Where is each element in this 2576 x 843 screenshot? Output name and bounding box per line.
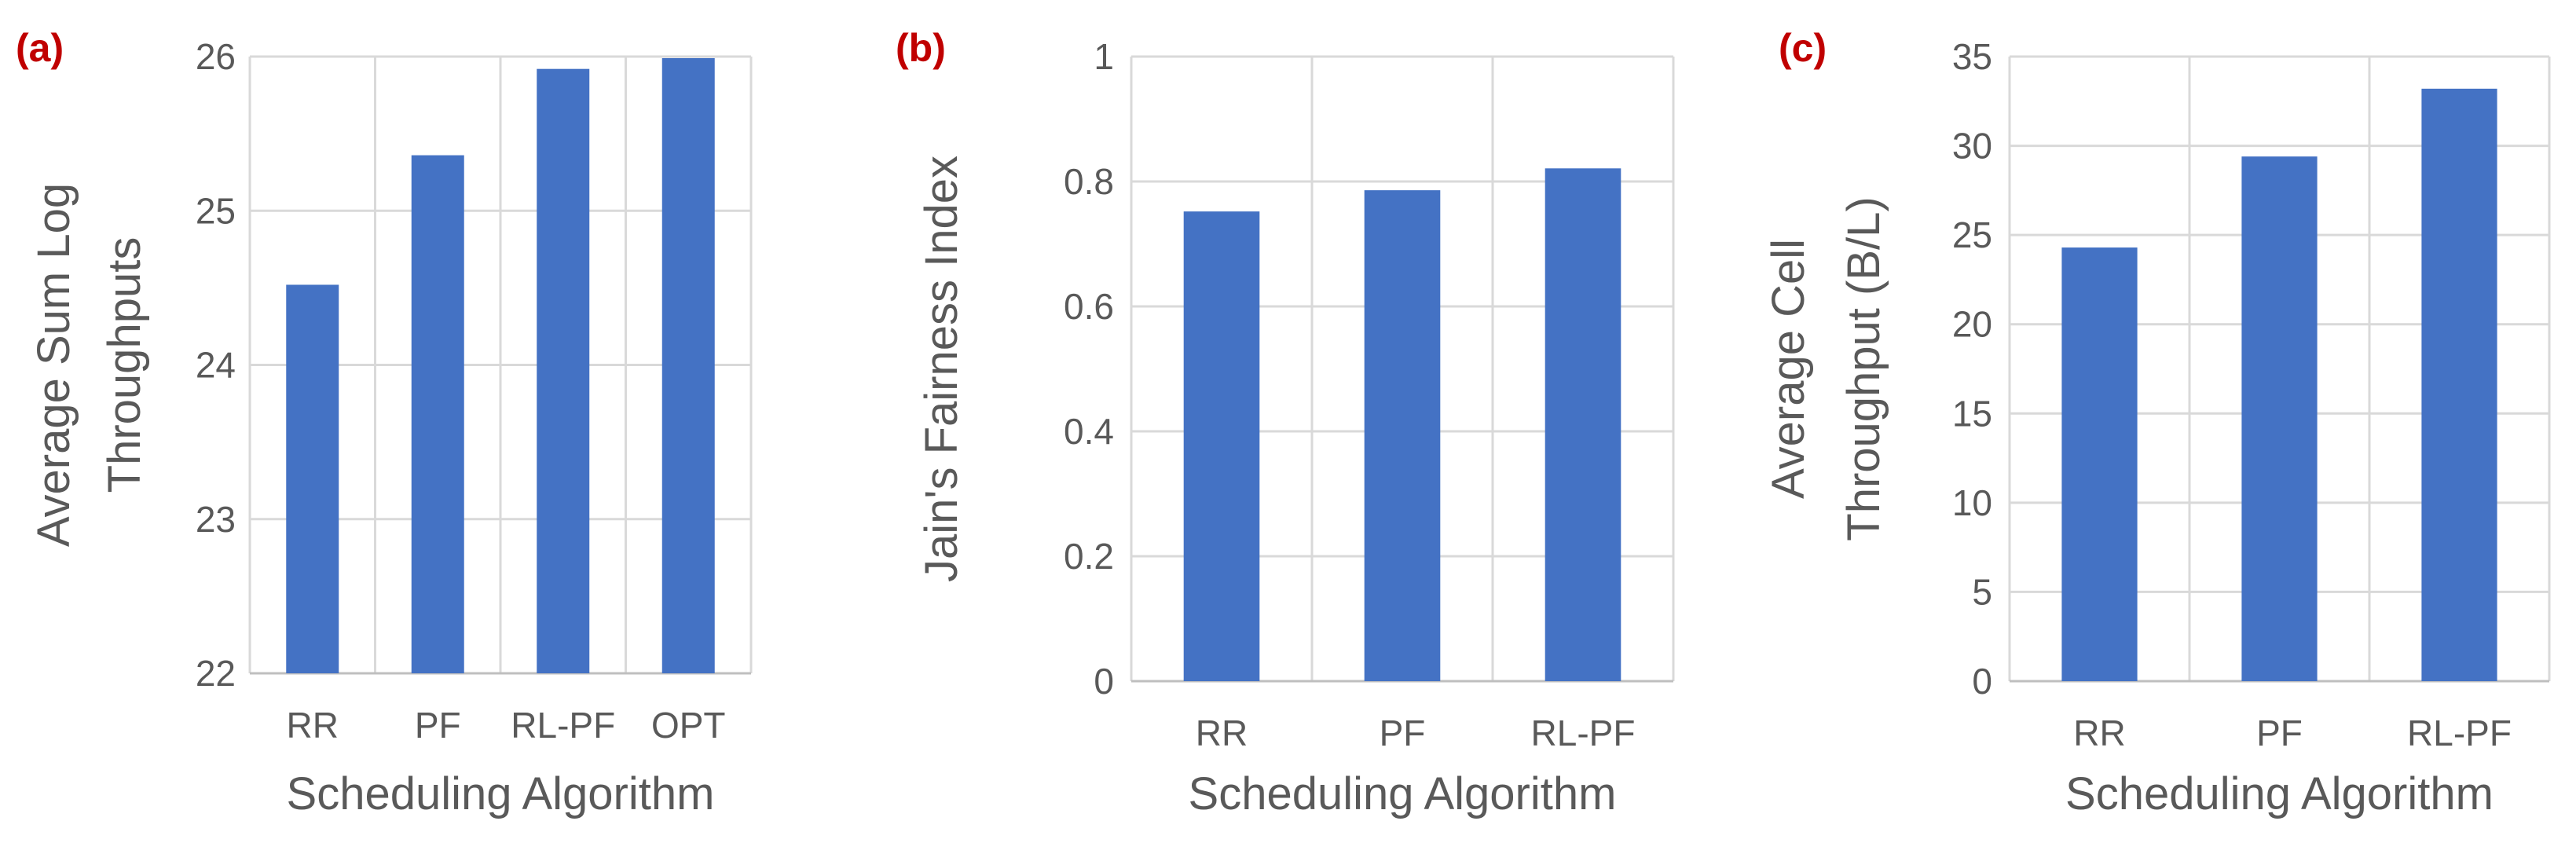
y-tick-label: 5	[1972, 571, 1992, 612]
x-axis-title: Scheduling Algorithm	[2065, 768, 2494, 819]
y-axis-title: Throughputs	[99, 237, 150, 493]
y-tick-label: 25	[196, 190, 236, 231]
y-tick-label: 0.8	[1064, 161, 1114, 202]
y-tick-label: 25	[1952, 214, 1992, 255]
bar-rr	[286, 284, 339, 673]
y-axis-title: Average Sum Log	[28, 183, 79, 547]
bar-rl-pf	[537, 68, 590, 673]
x-axis-title: Scheduling Algorithm	[1189, 768, 1617, 819]
y-tick-label: 20	[1952, 304, 1992, 345]
y-tick-label: 0.6	[1064, 286, 1114, 327]
y-tick-label: 23	[196, 499, 236, 540]
y-axis-title: Throughput (B/L)	[1838, 196, 1889, 541]
x-tick-label: RL-PF	[2407, 713, 2512, 753]
x-tick-label: RR	[1196, 713, 1248, 753]
bar-rl-pf	[1545, 168, 1621, 681]
y-tick-label: 0.2	[1064, 536, 1114, 577]
bar-pf	[2241, 156, 2318, 681]
bar-rr	[2061, 247, 2138, 681]
y-tick-label: 1	[1094, 36, 1114, 77]
y-tick-label: 22	[196, 653, 236, 694]
x-tick-label: PF	[415, 705, 461, 746]
panel-label: (c)	[1779, 26, 1827, 70]
y-tick-label: 15	[1952, 393, 1992, 434]
y-tick-label: 10	[1952, 482, 1992, 523]
x-tick-label: RL-PF	[511, 705, 615, 746]
x-tick-label: PF	[2256, 713, 2303, 753]
y-tick-label: 35	[1952, 36, 1992, 77]
bar-pf	[411, 155, 464, 674]
panel-label: (a)	[16, 26, 64, 70]
y-tick-label: 24	[196, 345, 236, 386]
y-tick-label: 26	[196, 36, 236, 77]
y-tick-label: 30	[1952, 126, 1992, 167]
y-tick-label: 0	[1094, 661, 1114, 702]
x-tick-label: RL-PF	[1531, 713, 1636, 753]
y-axis-title: Jain's Fairness Index	[916, 156, 967, 582]
chart-panel-2: 0 5 10 15 20 25 30 35 RR PF RL-PF Scheduling Algori…	[1763, 26, 2551, 819]
bar-rl-pf	[2421, 88, 2497, 681]
chart-panel-1: 0 0.2 0.4 0.6 0.8 1 RR PF RL-PF Scheduling Algori…	[896, 26, 1675, 819]
x-tick-label: RR	[287, 705, 339, 746]
bar-rr	[1183, 211, 1260, 681]
chart-panel-0: 22 23 24 25 26 RR PF RL-PF OPT Scheduling Algorit…	[16, 26, 753, 819]
x-tick-label: OPT	[651, 705, 726, 746]
y-tick-label: 0	[1972, 661, 1992, 702]
bar-pf	[1364, 190, 1441, 681]
y-axis-title: Average Cell	[1763, 239, 1814, 499]
x-axis-title: Scheduling Algorithm	[287, 768, 715, 819]
y-tick-label: 0.4	[1064, 411, 1114, 452]
bar-opt	[661, 57, 715, 673]
panel-label: (b)	[896, 26, 946, 70]
x-tick-label: PF	[1380, 713, 1426, 753]
x-tick-label: RR	[2073, 713, 2125, 753]
